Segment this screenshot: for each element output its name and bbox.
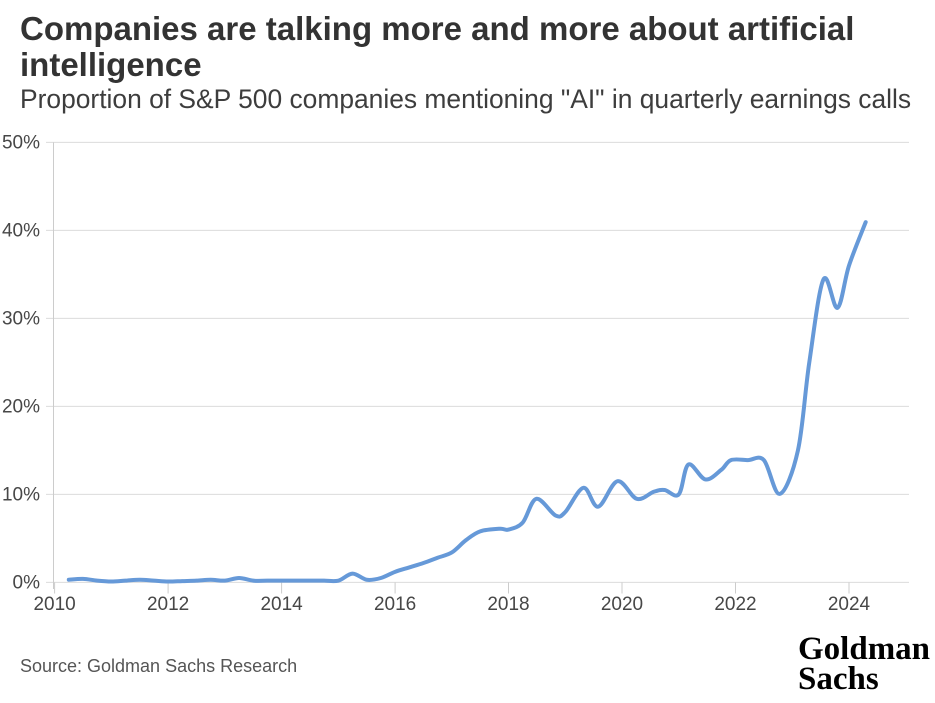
svg-text:2018: 2018 <box>487 594 529 615</box>
svg-text:20%: 20% <box>2 397 40 418</box>
svg-text:2016: 2016 <box>374 594 416 615</box>
svg-text:40%: 40% <box>2 221 40 242</box>
svg-text:2012: 2012 <box>147 594 189 615</box>
svg-text:2010: 2010 <box>33 594 75 615</box>
svg-text:30%: 30% <box>2 309 40 330</box>
svg-text:0%: 0% <box>13 573 41 594</box>
svg-text:2020: 2020 <box>601 594 643 615</box>
svg-text:2024: 2024 <box>828 594 871 615</box>
svg-text:2022: 2022 <box>714 594 756 615</box>
svg-text:2014: 2014 <box>260 594 303 615</box>
svg-text:50%: 50% <box>2 133 40 154</box>
svg-text:10%: 10% <box>2 485 40 506</box>
